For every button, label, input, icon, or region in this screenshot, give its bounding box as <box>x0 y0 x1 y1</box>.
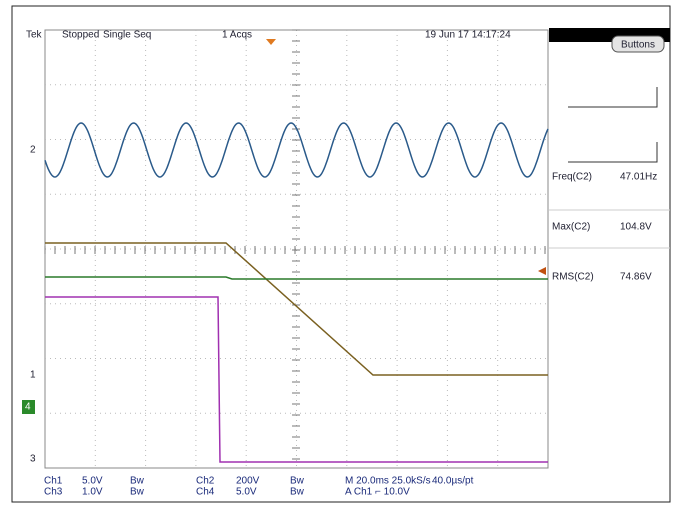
footer-item: Ch1 <box>44 476 63 487</box>
ch4-trace <box>45 276 548 280</box>
footer-item: Bw <box>290 487 305 498</box>
ch1-trace <box>45 242 548 376</box>
meas-label: RMS(C2) <box>552 272 594 283</box>
panel-bracket <box>568 87 658 108</box>
buttons-label[interactable]: Buttons <box>621 40 655 51</box>
graticule <box>44 29 548 468</box>
meas-value: 74.86V <box>620 272 652 283</box>
buttons-button[interactable] <box>611 35 665 53</box>
footer-item: M 20.0ms 25.0kS/s <box>345 476 431 487</box>
footer-item: Ch3 <box>44 487 63 498</box>
acqs: 1 Acqs <box>222 30 252 41</box>
footer-item: A Ch1 ⌐ 10.0V <box>345 487 410 498</box>
ch3-trace <box>45 296 548 463</box>
ch2-trace <box>44 122 549 178</box>
footer-item: Bw <box>290 476 305 487</box>
datetime: 19 Jun 17 14:17:24 <box>425 30 511 41</box>
meas-label: Freq(C2) <box>552 172 592 183</box>
trigger-level <box>538 267 546 275</box>
trigger-pos <box>266 39 276 45</box>
ch-marker: 4 <box>25 402 31 413</box>
ch-marker: 1 <box>30 370 36 381</box>
panel-bracket <box>568 142 658 163</box>
ch-marker: 2 <box>30 145 36 156</box>
meas-value: 47.01Hz <box>620 172 657 183</box>
footer-item: Bw <box>130 476 145 487</box>
footer-item: 5.0V <box>236 487 257 498</box>
footer-item: Ch2 <box>196 476 215 487</box>
meas-label: Max(C2) <box>552 222 590 233</box>
footer-item: 1.0V <box>82 487 103 498</box>
meas-value: 104.8V <box>620 222 652 233</box>
footer-item: Bw <box>130 487 145 498</box>
ch-marker-box <box>22 400 35 414</box>
footer-item: 40.0µs/pt <box>432 476 474 487</box>
brand: Tek <box>26 30 43 41</box>
mode: Single Seq <box>103 30 151 41</box>
footer: Ch1 5.0V Bw Ch2 200V Bw M 20.0ms 25.0kS/s 40.0µ… <box>44 476 474 498</box>
footer-item: Ch4 <box>196 487 215 498</box>
status: Stopped <box>62 30 99 41</box>
ch-marker: 3 <box>30 454 36 465</box>
footer-item: 200V <box>236 476 260 487</box>
footer-item: 5.0V <box>82 476 103 487</box>
